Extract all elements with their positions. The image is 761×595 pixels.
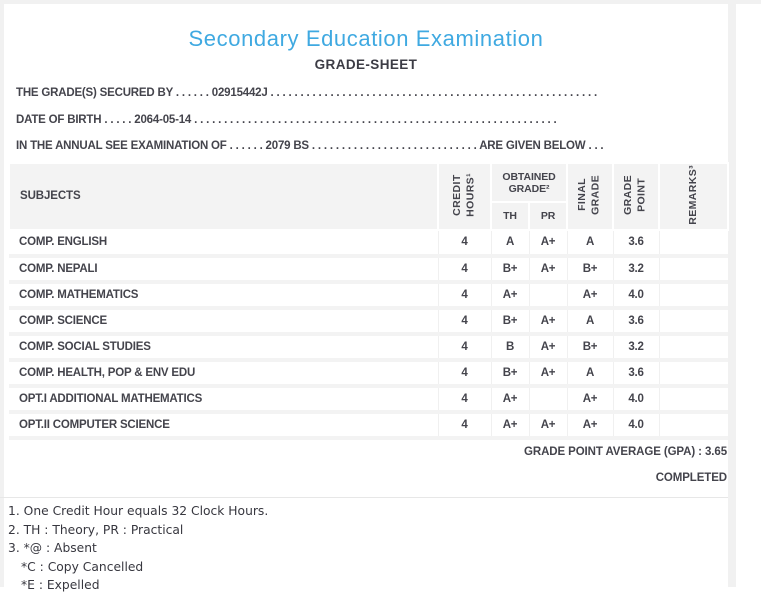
page-top-border (0, 0, 761, 4)
remarks-cell (659, 385, 729, 414)
grade-point-cell: 3.6 (613, 229, 660, 258)
footnote-th-pr: 2. TH : Theory, PR : Practical (8, 522, 184, 537)
info-line-examination-year: IN THE ANNUAL SEE EXAMINATION OF . . . .… (16, 140, 604, 152)
credit-cell: 4 (438, 385, 492, 414)
final-grade-cell: B+ (567, 333, 614, 362)
credit-cell: 4 (438, 359, 492, 388)
remarks-cell (659, 411, 729, 440)
final-grade-cell: A (567, 307, 614, 336)
theory-grade-cell: B+ (491, 359, 530, 388)
grade-point-cell: 4.0 (613, 385, 660, 414)
candidate-info: THE GRADE(S) SECURED BY . . . . . . 0291… (16, 80, 722, 160)
subject-cell: COMP. MATHEMATICS (9, 281, 439, 310)
credit-cell: 4 (438, 281, 492, 310)
credit-cell: 4 (438, 411, 492, 440)
subject-cell: OPT.II COMPUTER SCIENCE (9, 411, 439, 440)
theory-grade-cell: B+ (491, 255, 530, 284)
footnote-copy-cancelled: *C : Copy Cancelled (21, 559, 144, 574)
grade-point-cell: 4.0 (613, 281, 660, 310)
footnote-expelled: *E : Expelled (21, 578, 100, 593)
page-left-border (0, 0, 4, 587)
remarks-cell (659, 333, 729, 362)
credit-hours-rotated-label: CREDIT HOURS¹ (450, 172, 477, 217)
grade-point-cell: 3.2 (613, 255, 660, 284)
final-grade-cell: B+ (567, 255, 614, 284)
remarks-cell (659, 281, 729, 310)
table-row: OPT.II COMPUTER SCIENCE 4 A+ A+ A+ 4.0 (9, 411, 729, 440)
table-row: COMP. SCIENCE 4 B+ A+ A 3.6 (9, 307, 729, 336)
info-line-grades-secured-by: THE GRADE(S) SECURED BY . . . . . . 0291… (16, 87, 597, 99)
result-status: COMPLETED (655, 472, 727, 484)
practical-grade-cell: A+ (529, 229, 568, 258)
credit-cell: 4 (438, 307, 492, 336)
subject-cell: COMP. SOCIAL STUDIES (9, 333, 439, 362)
subject-cell: COMP. ENGLISH (9, 229, 439, 258)
final-grade-cell: A (567, 229, 614, 258)
footnote-credit-hour: 1. One Credit Hour equals 32 Clock Hours… (8, 504, 269, 518)
footnotes-divider (0, 497, 728, 498)
grade-point-cell: 4.0 (613, 411, 660, 440)
footnotes: 1. One Credit Hour equals 32 Clock Hours… (8, 502, 708, 595)
table-row: OPT.I ADDITIONAL MATHEMATICS 4 A+ A+ 4.0 (9, 385, 729, 414)
column-header-grade-point: GRADE POINT (612, 162, 661, 231)
practical-grade-cell (529, 281, 568, 310)
final-grade-cell: A+ (567, 281, 614, 310)
subject-cell: COMP. NEPALI (9, 255, 439, 284)
credit-cell: 4 (438, 229, 492, 258)
table-row: COMP. MATHEMATICS 4 A+ A+ 4.0 (9, 281, 729, 310)
credit-cell: 4 (438, 333, 492, 362)
final-grade-cell: A (567, 359, 614, 388)
practical-grade-cell: A+ (529, 411, 568, 440)
page-title: Secondary Education Examination (188, 26, 544, 51)
vertical-scrollbar[interactable] (728, 0, 736, 587)
column-header-credit-hours: CREDIT HOURS¹ (437, 162, 492, 231)
subject-cell: COMP. SCIENCE (9, 307, 439, 336)
practical-grade-cell: A+ (529, 255, 568, 284)
column-header-final-grade: FINAL GRADE (566, 162, 615, 231)
gpa-summary: GRADE POINT AVERAGE (GPA) : 3.65 (524, 446, 727, 458)
column-header-subjects: SUBJECTS (8, 162, 439, 231)
practical-grade-cell: A+ (529, 333, 568, 362)
column-header-remarks: REMARKS³ (658, 162, 730, 231)
grade-point-cell: 3.6 (613, 359, 660, 388)
practical-grade-cell: A+ (529, 307, 568, 336)
final-grade-cell: A+ (567, 385, 614, 414)
remarks-cell (659, 229, 729, 258)
remarks-rotated-label: REMARKS³ (686, 165, 699, 225)
grade-point-cell: 3.2 (613, 333, 660, 362)
table-row: COMP. SOCIAL STUDIES 4 B A+ B+ 3.2 (9, 333, 729, 362)
table-row: COMP. NEPALI 4 B+ A+ B+ 3.2 (9, 255, 729, 284)
table-row: COMP. ENGLISH 4 A A+ A 3.6 (9, 229, 729, 258)
final-grade-cell: A+ (567, 411, 614, 440)
grades-table: SUBJECTS CREDIT HOURS¹ OBTAINED GRADE² F… (8, 161, 730, 440)
remarks-cell (659, 359, 729, 388)
remarks-cell (659, 307, 729, 336)
grade-point-rotated-label: GRADE POINT (622, 174, 649, 215)
table-row: COMP. HEALTH, POP & ENV EDU 4 B+ A+ A 3.… (9, 359, 729, 388)
theory-grade-cell: A+ (491, 385, 530, 414)
practical-grade-cell (529, 385, 568, 414)
subject-cell: COMP. HEALTH, POP & ENV EDU (9, 359, 439, 388)
footnote-absent: 3. *@ : Absent (8, 541, 97, 556)
theory-grade-cell: A+ (491, 411, 530, 440)
info-line-date-of-birth: DATE OF BIRTH . . . . . 2064-05-14 . . .… (16, 113, 557, 126)
practical-grade-cell: A+ (529, 359, 568, 388)
credit-cell: 4 (438, 255, 492, 284)
theory-grade-cell: B (491, 333, 530, 362)
theory-grade-cell: A+ (491, 281, 530, 310)
remarks-cell (659, 255, 729, 284)
grade-point-cell: 3.6 (613, 307, 660, 336)
theory-grade-cell: B+ (491, 307, 530, 336)
final-grade-rotated-label: FINAL GRADE (576, 174, 603, 215)
subject-cell: OPT.I ADDITIONAL MATHEMATICS (9, 385, 439, 414)
column-header-theory: TH (490, 201, 530, 231)
column-header-practical: PR (527, 201, 569, 231)
theory-grade-cell: A (491, 229, 530, 258)
page-subtitle: GRADE-SHEET (314, 57, 418, 72)
column-header-obtained-grade: OBTAINED GRADE² (489, 161, 569, 204)
